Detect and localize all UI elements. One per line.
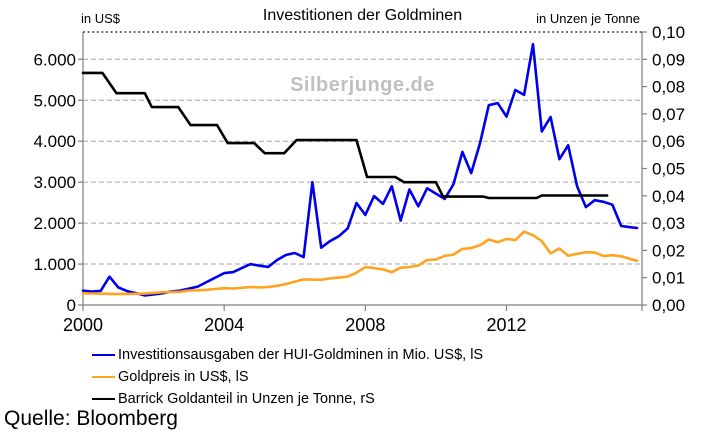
legend-label: Goldpreis in US$, lS [118, 369, 249, 385]
source-line: Quelle: Bloomberg [4, 407, 178, 430]
legend-item-2: Barrick Goldanteil in Unzen je Tonne, rS [92, 388, 483, 410]
right-axis-unit-label: in Unzen je Tonne [536, 11, 640, 26]
left-axis-tick-label: 0 [67, 296, 76, 315]
left-axis-tick-label: 2.000 [33, 214, 76, 233]
right-axis-tick-label: 0,04 [652, 187, 685, 206]
legend-label: Investitionsausgaben der HUI-Goldminen i… [118, 347, 484, 363]
x-axis-tick-label: 2012 [486, 315, 526, 335]
chart-title: Investitionen der Goldminen [262, 7, 463, 24]
x-axis-tick-label: 2000 [63, 315, 103, 335]
right-axis-tick-label: 0,05 [652, 160, 685, 179]
right-axis-tick-label: 0,10 [652, 23, 685, 42]
legend: Investitionsausgaben der HUI-Goldminen i… [92, 344, 483, 410]
left-axis-tick-label: 4.000 [33, 132, 76, 151]
series-line-1 [81, 230, 639, 296]
series-line-2 [81, 71, 609, 200]
x-axis-tick-label: 2004 [204, 315, 244, 335]
legend-item-1: Goldpreis in US$, lS [92, 366, 483, 388]
left-axis-unit-label: in US$ [81, 11, 121, 26]
right-axis-tick-label: 0,01 [652, 269, 685, 288]
left-axis-tick-label: 3.000 [33, 173, 76, 192]
legend-line-marker [92, 376, 115, 378]
legend-label: Barrick Goldanteil in Unzen je Tonne, rS [118, 391, 375, 407]
right-axis-tick-label: 0,08 [652, 78, 685, 97]
left-axis-tick-label: 5.000 [33, 91, 76, 110]
right-axis-tick-label: 0,09 [652, 50, 685, 69]
watermark: Silberjunge.de [290, 74, 435, 96]
legend-line-marker [92, 354, 115, 356]
left-axis-tick-label: 6.000 [33, 50, 76, 69]
right-axis-tick-label: 0,06 [652, 132, 685, 151]
x-axis-tick-label: 2008 [345, 315, 385, 335]
series-line-0 [81, 42, 639, 297]
right-axis-tick-label: 0,03 [652, 214, 685, 233]
right-axis-tick-label: 0,07 [652, 105, 685, 124]
legend-line-marker [92, 398, 115, 400]
left-axis-tick-label: 1.000 [33, 255, 76, 274]
legend-item-0: Investitionsausgaben der HUI-Goldminen i… [92, 344, 483, 366]
right-axis-tick-label: 0,02 [652, 241, 685, 260]
right-axis-tick-label: 0,00 [652, 296, 685, 315]
